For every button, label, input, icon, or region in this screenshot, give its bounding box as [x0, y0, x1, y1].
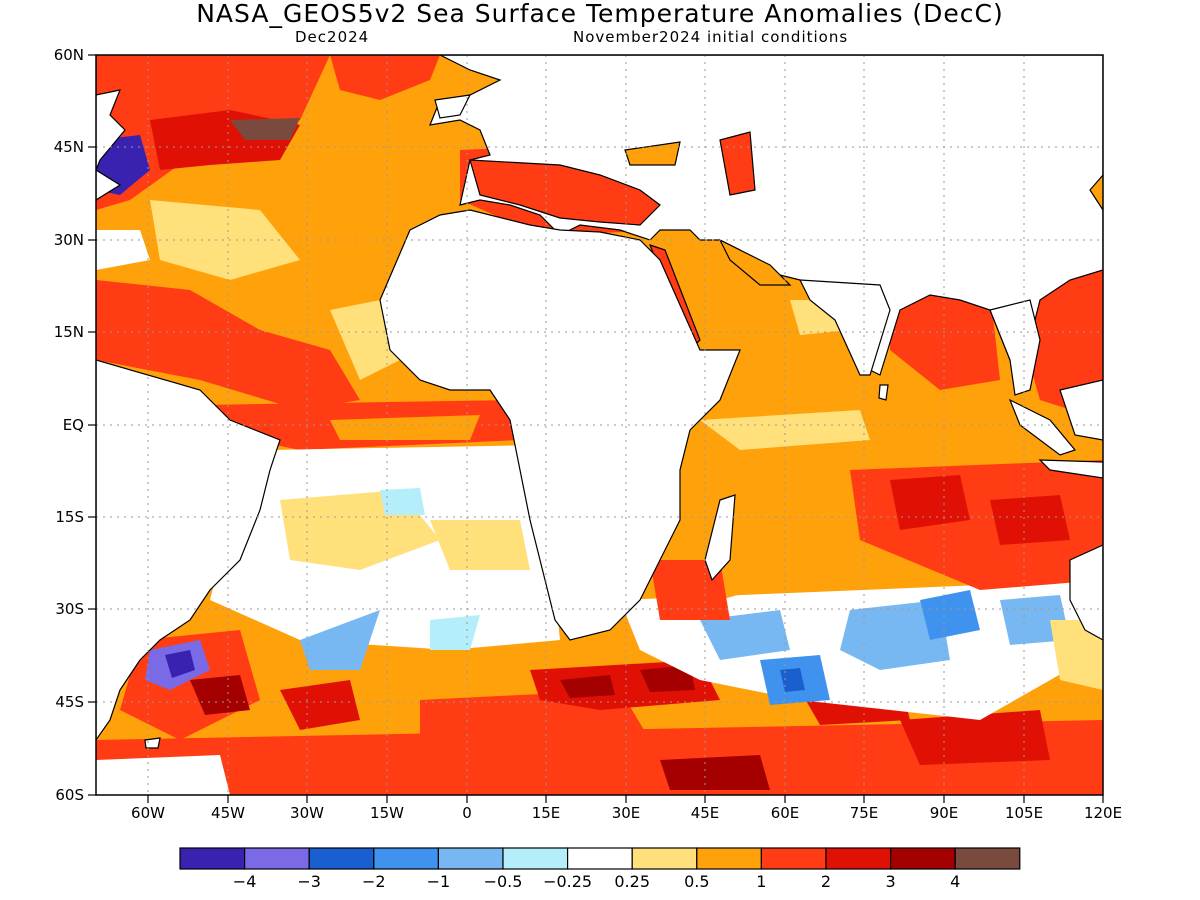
colorbar-tick-label: 0.25 [614, 872, 650, 891]
lon-label-15e: 15E [531, 804, 561, 822]
colorbar-swatch [631, 847, 698, 870]
grid-lines [96, 55, 1103, 795]
lon-label-90e: 90E [929, 804, 959, 822]
colorbar-swatch [373, 847, 439, 870]
colorbar-tick-label: −2 [362, 872, 386, 891]
lon-label-30e: 30E [611, 804, 641, 822]
lon-label-60e: 60E [770, 804, 800, 822]
forecast-month-label: Dec2024 [295, 28, 370, 46]
lon-label-60w: 60W [131, 804, 165, 822]
lat-label-30n: 30N [53, 231, 84, 249]
lat-label-eq: EQ [62, 416, 84, 434]
colorbar-tick-label: 0.5 [684, 872, 710, 891]
lat-label-60s: 60S [55, 786, 84, 804]
lat-label-15n: 15N [53, 323, 84, 341]
colorbar [179, 847, 1021, 870]
colorbar-tick-label: −3 [297, 872, 321, 891]
colorbar-swatch [760, 847, 827, 870]
colorbar-swatch [308, 847, 375, 870]
colorbar-tick-label: −4 [232, 872, 257, 891]
lon-label-30w: 30W [290, 804, 324, 822]
lon-label-45w: 45W [211, 804, 245, 822]
colorbar-swatch [696, 847, 762, 870]
tick-marks [88, 54, 1104, 803]
lon-label-105e: 105E [1004, 804, 1044, 822]
lon-label-45e: 45E [690, 804, 720, 822]
colorbar-swatch [437, 847, 504, 870]
colorbar-tick-label: 2 [820, 872, 832, 891]
colorbar-swatch [566, 847, 633, 870]
initial-conditions-label: November2024 initial conditions [573, 28, 849, 46]
colorbar-swatch [502, 847, 569, 870]
map-title: NASA_GEOS5v2 Sea Surface Temperature Ano… [196, 0, 1004, 28]
colorbar-tick-label: 3 [885, 872, 896, 891]
lon-label-75e: 75E [849, 804, 879, 822]
lat-label-15s: 15S [55, 508, 84, 526]
lat-label-30s: 30S [55, 600, 84, 618]
land-masses [96, 55, 1103, 749]
lon-label-120e: 120E [1083, 804, 1123, 822]
colorbar-tick-label: −1 [426, 872, 451, 891]
lat-label-60n: 60N [53, 46, 84, 64]
colorbar-swatch [889, 847, 956, 870]
lat-label-45n: 45N [53, 138, 84, 156]
colorbar-swatch [244, 847, 310, 870]
lon-label-15w: 15W [370, 804, 404, 822]
lat-label-45s: 45S [55, 693, 84, 711]
colorbar-tick-label: −0.5 [483, 872, 523, 891]
colorbar-tick-label: 4 [950, 872, 961, 891]
colorbar-swatch [179, 847, 246, 870]
colorbar-tick-label: 1 [756, 872, 767, 891]
lon-label-0: 0 [462, 804, 472, 822]
colorbar-swatch [954, 847, 1021, 870]
colorbar-swatch [825, 847, 892, 870]
colorbar-tick-label: −0.25 [543, 872, 593, 891]
